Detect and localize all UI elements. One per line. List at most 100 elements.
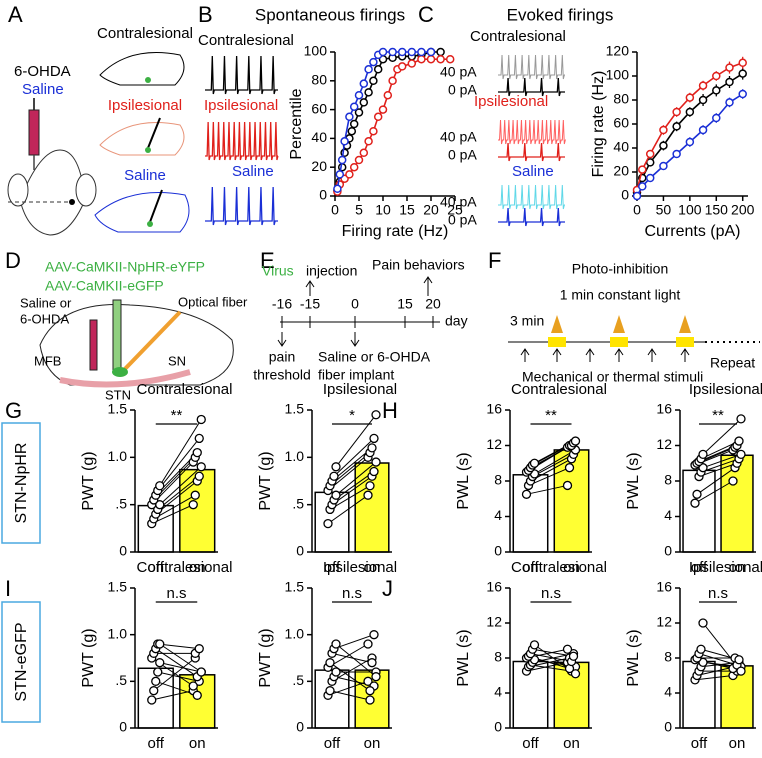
data-point	[672, 122, 681, 131]
data-point	[388, 76, 397, 86]
bar	[682, 469, 716, 553]
threshold-label: threshold	[253, 367, 311, 383]
pair-line	[159, 643, 202, 673]
chart-title: Contralesional	[137, 381, 233, 398]
data-point	[685, 93, 695, 102]
pair-line	[532, 453, 574, 478]
data-point	[407, 47, 417, 57]
pair-line	[155, 480, 198, 515]
y-axis-label: PWL (s)	[625, 629, 642, 686]
pair-line	[327, 456, 369, 491]
pair-line	[700, 458, 740, 473]
data-point	[436, 47, 445, 57]
virus-label: AAV-CaMKII-NpHR-eYFP	[45, 259, 205, 275]
data-point	[638, 182, 647, 191]
chart-title: Contralesional	[511, 559, 607, 576]
subject-point	[736, 449, 746, 460]
subject-point	[562, 480, 573, 491]
y-tick-label: 16	[486, 401, 502, 417]
data-point	[685, 107, 695, 117]
data-point	[725, 77, 734, 87]
y-tick-label: 0	[664, 543, 672, 559]
repeat-label: Repeat	[710, 355, 755, 371]
subject-point	[363, 490, 373, 500]
y-tick-label: 100	[304, 43, 328, 59]
pair-line	[329, 662, 371, 692]
subject-point	[331, 490, 341, 500]
chart-title: Evoked firings	[507, 5, 614, 24]
subject-point	[529, 640, 540, 650]
subject-point	[562, 644, 573, 654]
trace	[205, 186, 278, 226]
data-point	[698, 95, 708, 105]
x-tick-label: off	[522, 735, 539, 752]
subject-point	[196, 667, 206, 677]
y-axis-label: PWT (g)	[80, 628, 97, 687]
data-point	[659, 125, 668, 135]
y-tick-label: 1.0	[108, 448, 128, 464]
pair-line	[528, 467, 570, 486]
subject-point	[194, 471, 204, 481]
y-tick-label: 40	[613, 139, 629, 155]
data-point	[638, 165, 647, 174]
series-label: Contralesional	[470, 28, 566, 45]
data-point	[417, 47, 426, 57]
subject-point	[367, 443, 377, 453]
subject-point	[192, 690, 202, 700]
significance-label: n.s	[541, 585, 561, 602]
data-point	[698, 125, 708, 135]
trace	[498, 119, 566, 145]
pair-line	[329, 485, 371, 510]
subject-point	[698, 657, 708, 668]
data-point	[337, 155, 347, 165]
panel-e: Virus injection Pain behaviors -16 -15 0…	[253, 257, 467, 383]
day-unit: day	[445, 313, 468, 329]
x-tick-label: 100	[678, 202, 702, 218]
subject-point	[734, 436, 744, 446]
data-point	[645, 173, 655, 183]
data-point	[407, 59, 417, 68]
data-point	[354, 108, 364, 117]
data-point	[738, 69, 747, 78]
stimulus-arrows	[520, 348, 690, 362]
subject-point	[369, 630, 379, 640]
pair-line	[157, 475, 200, 510]
pair-line	[694, 480, 734, 504]
x-tick-label: on	[189, 735, 206, 752]
y-tick-label: 80	[613, 91, 629, 107]
electrode	[149, 189, 163, 223]
subject-point	[155, 481, 165, 491]
pair-line	[151, 504, 194, 525]
injection-label: 6-OHDA	[20, 311, 69, 326]
x-tick-label: on	[729, 559, 746, 576]
panel-f: Photo-inhibition 1 min constant light 3 …	[508, 261, 760, 385]
series-label: Saline	[232, 163, 274, 180]
y-tick-label: 12	[656, 614, 672, 630]
subject-point	[568, 651, 579, 661]
behaviors-label: Pain behaviors	[372, 257, 465, 273]
trace-label: 40 pA	[440, 64, 477, 80]
data-point	[672, 149, 681, 159]
injection-site	[69, 199, 75, 205]
pair-line	[698, 462, 738, 478]
pair-line	[157, 671, 200, 682]
series-label: Ipsilesional	[474, 93, 548, 110]
subject-point	[365, 481, 375, 491]
panel-label: D	[5, 248, 21, 273]
x-tick-label: 200	[731, 202, 755, 218]
subject-point	[690, 498, 700, 508]
y-tick-label: 0	[319, 187, 327, 203]
pair-line	[333, 634, 375, 650]
light-label: 1 min constant light	[560, 287, 681, 303]
y-tick-label: 16	[486, 579, 502, 595]
subject-point	[194, 644, 204, 654]
pair-line	[327, 643, 369, 668]
mouse-head	[19, 149, 86, 236]
region-label: MFB	[34, 353, 61, 368]
significance-label: **	[545, 407, 557, 424]
subject-point	[325, 658, 335, 668]
y-tick-label: 12	[656, 436, 672, 452]
pair-line	[155, 648, 198, 678]
data-point	[645, 149, 655, 159]
stn-site	[145, 147, 151, 153]
